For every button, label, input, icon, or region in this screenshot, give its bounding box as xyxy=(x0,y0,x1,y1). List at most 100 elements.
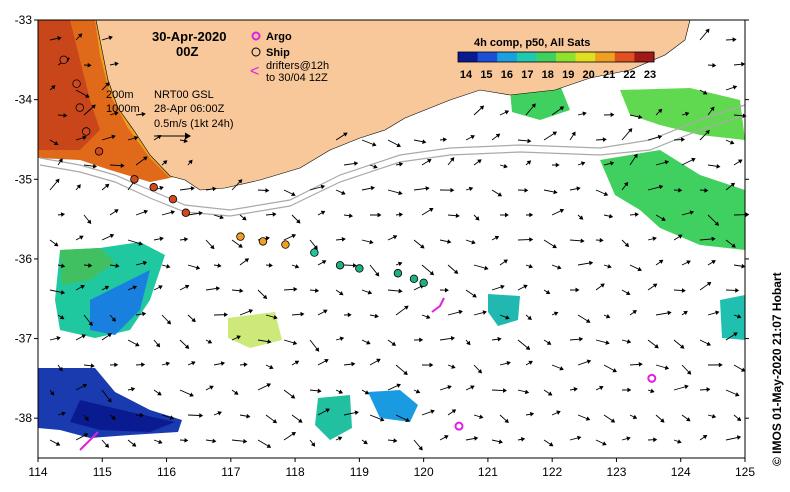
current-vector-head xyxy=(612,368,617,373)
current-vector-head xyxy=(55,178,60,184)
current-vector-head xyxy=(81,334,86,339)
current-vector-head xyxy=(523,284,528,289)
current-vector-head xyxy=(55,441,61,446)
current-vector-head xyxy=(210,244,215,250)
current-vector-head xyxy=(608,213,614,219)
current-vector-head xyxy=(162,160,168,165)
current-vector-head xyxy=(354,410,359,416)
current-vector-head xyxy=(184,344,190,349)
current-vector-head xyxy=(143,156,148,161)
current-vector-head xyxy=(115,263,120,269)
current-vector-head xyxy=(623,181,629,187)
current-vector-head xyxy=(212,186,217,192)
current-vector-head xyxy=(189,392,194,397)
current-vector-head xyxy=(702,90,708,95)
current-vector-head xyxy=(323,309,328,314)
current-vector-head xyxy=(505,315,510,320)
current-vector-head xyxy=(184,437,189,443)
current-vector-head xyxy=(451,409,457,414)
current-vector-head xyxy=(398,288,403,294)
current-vector-head xyxy=(731,243,736,248)
current-vector-head xyxy=(528,263,534,269)
current-vector-head xyxy=(555,162,560,168)
current-vector-head xyxy=(233,390,239,395)
current-vector-head xyxy=(664,365,670,370)
current-vector-head xyxy=(683,310,688,316)
argo-point xyxy=(454,421,464,431)
map-date: 30-Apr-2020 xyxy=(152,29,226,44)
current-vector-head xyxy=(380,417,385,422)
current-vector-head xyxy=(472,293,477,298)
current-vector-head xyxy=(158,285,163,290)
current-vector-head xyxy=(548,442,554,447)
current-vector-head xyxy=(576,186,581,191)
current-vector-head xyxy=(343,132,348,137)
current-vectors xyxy=(49,28,750,451)
x-tick-label: 122 xyxy=(542,465,562,479)
current-vector-head xyxy=(215,286,221,291)
current-vector-head xyxy=(92,163,98,169)
current-vector-head xyxy=(524,389,530,395)
current-vector-head xyxy=(502,388,507,393)
current-vector-head xyxy=(86,219,92,224)
current-vector-head xyxy=(582,111,587,117)
x-tick-label: 120 xyxy=(414,465,434,479)
current-vector-head xyxy=(296,219,301,224)
sst-east-green-1 xyxy=(600,150,745,250)
current-vector-head xyxy=(729,140,735,145)
x-tick-label: 116 xyxy=(157,465,176,479)
current-vector-head xyxy=(735,392,740,397)
current-vector-head xyxy=(588,260,594,266)
current-vector-head xyxy=(468,186,474,192)
current-vector-head xyxy=(526,160,532,165)
current-vector-head xyxy=(527,315,532,320)
current-vector-head xyxy=(741,263,746,269)
current-vector-head xyxy=(166,264,171,269)
y-tick-label: -36 xyxy=(15,252,33,266)
current-vector-head xyxy=(135,342,140,347)
current-vector-head xyxy=(444,435,449,440)
current-vector-head xyxy=(638,114,643,120)
current-vector-head xyxy=(294,360,300,365)
x-tick-label: 119 xyxy=(350,465,369,479)
current-vector-head xyxy=(737,314,742,319)
current-vector-head xyxy=(732,37,737,42)
current-vector-head xyxy=(559,106,565,111)
current-vector-head xyxy=(51,85,56,90)
current-vector-head xyxy=(479,105,485,110)
ship-point xyxy=(355,264,364,273)
current-vector-head xyxy=(609,161,615,166)
current-vector-head xyxy=(638,361,643,367)
current-vector-head xyxy=(447,385,452,390)
current-vector-head xyxy=(524,187,529,193)
current-vector-head xyxy=(367,290,373,295)
current-vector-head xyxy=(88,321,93,327)
ship-point xyxy=(149,183,158,192)
current-vector-head xyxy=(553,189,558,195)
current-vector-head xyxy=(404,305,409,310)
current-vector-head xyxy=(706,281,712,287)
current-vector-head xyxy=(243,362,248,367)
ship-point xyxy=(72,79,81,88)
current-vector-head xyxy=(681,288,686,293)
current-vector-head xyxy=(141,362,146,367)
current-vector-head xyxy=(292,340,298,346)
sst-sw-green xyxy=(60,248,115,285)
current-vector-head xyxy=(169,415,175,420)
current-vector-head xyxy=(585,318,591,323)
current-vector-head xyxy=(209,385,214,390)
current-vector-head xyxy=(87,62,92,68)
current-vector-head xyxy=(265,236,270,241)
current-vector-head xyxy=(653,437,658,443)
current-vector-head xyxy=(580,161,586,166)
current-vector-head xyxy=(338,389,343,394)
current-vector-head xyxy=(444,287,449,293)
current-vector-head xyxy=(63,113,68,118)
current-vector-head xyxy=(314,288,320,293)
current-vector-head xyxy=(397,261,403,267)
y-tick-label: -35 xyxy=(15,172,33,186)
current-vector-head xyxy=(120,163,125,168)
current-vector-head xyxy=(652,236,657,242)
current-vector-head xyxy=(506,360,511,366)
current-vector-head xyxy=(314,347,320,352)
